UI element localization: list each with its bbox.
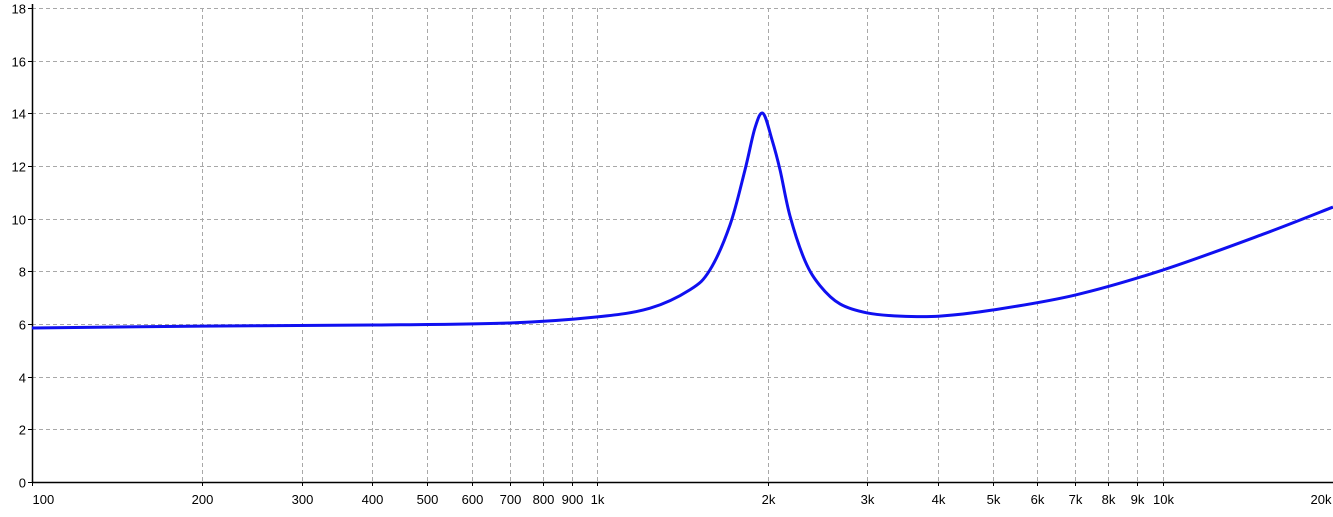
y-tick-label: 8 [19,265,26,280]
y-tick-label: 2 [19,423,26,438]
grid [32,8,1333,482]
x-tick-label: 10k [1153,492,1174,507]
tick-labels: 0 2 4 6 8 10 12 14 16 18 100 200 300 400 500 600 700 800 9… [12,2,1332,508]
x-tick-label: 700 [500,492,522,507]
x-tick-label: 600 [462,492,484,507]
x-tick-label: 4k [932,492,946,507]
series [31,111,1333,330]
x-tick-label: 3k [861,492,875,507]
axes [28,4,1333,486]
y-tick-label: 14 [12,107,26,122]
y-tick-label: 18 [12,2,26,17]
x-tick-label: 6k [1031,492,1045,507]
x-tick-label: 8k [1102,492,1116,507]
x-tick-label: 200 [192,492,214,507]
x-tick-label: 1k [591,492,605,507]
y-tick-label: 16 [12,55,26,70]
x-tick-label: 7k [1069,492,1083,507]
x-tick-label: 900 [562,492,584,507]
y-tick-label: 0 [19,476,26,491]
y-tick-label: 12 [12,160,26,175]
y-tick-label: 6 [19,318,26,333]
x-tick-label: 9k [1131,492,1145,507]
x-tick-label: 100 [33,492,55,507]
x-tick-label: 5k [987,492,1001,507]
x-tick-label: 800 [533,492,555,507]
x-tick-label: 20k [1311,492,1332,507]
response-curve [31,111,1333,330]
x-tick-label: 300 [292,492,314,507]
y-tick-label: 4 [19,371,26,386]
y-tick-label: 10 [12,213,26,228]
x-tick-label: 400 [362,492,384,507]
x-tick-label: 2k [762,492,776,507]
x-tick-label: 500 [417,492,439,507]
